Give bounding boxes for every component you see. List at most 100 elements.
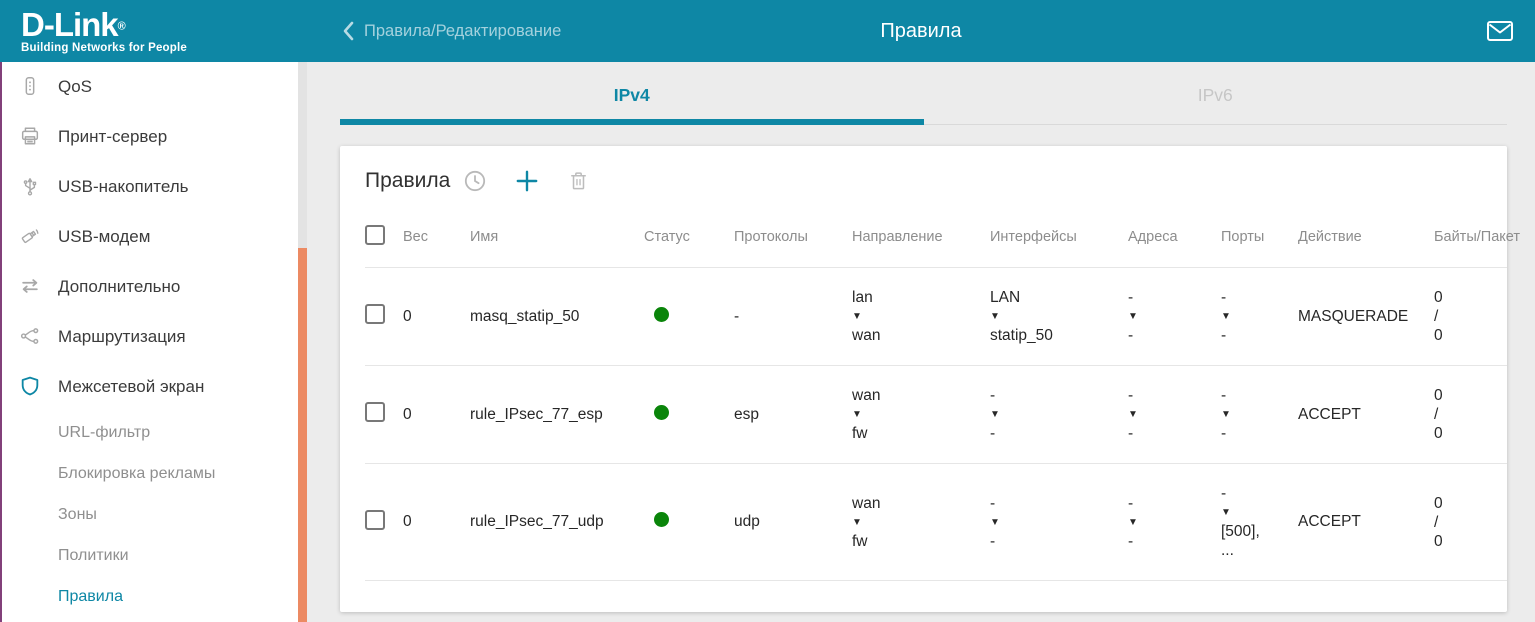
sidebar-item-advanced[interactable]: Дополнительно xyxy=(0,262,298,312)
arrow-down-glyph: ▼ xyxy=(852,311,862,322)
usb-icon xyxy=(19,175,43,199)
cell-interfaces: - ▼ - xyxy=(990,386,1128,443)
sidebar-item-qos[interactable]: QoS xyxy=(0,62,298,112)
rules-card: Правила Вес Имя Статус Протоколы Направление… xyxy=(340,146,1520,612)
stack-line: - xyxy=(1221,387,1227,404)
cell-direction: wan ▼ fw xyxy=(852,494,990,551)
window-edge-strip xyxy=(0,62,2,622)
column-header: Действие xyxy=(1298,229,1362,245)
stack-line: - xyxy=(1128,532,1134,550)
cell-weight: 0 xyxy=(403,405,412,423)
cell-addresses: - ▼ - xyxy=(1128,494,1221,551)
stack-line: 0 xyxy=(1434,425,1443,442)
arrow-down-glyph: ▼ xyxy=(1221,409,1231,420)
cell-ports: - ▼ [500],... xyxy=(1221,484,1298,560)
column-header: Интерфейсы xyxy=(990,229,1077,245)
arrow-down-glyph: ▼ xyxy=(990,311,1000,322)
table-header-row: Вес Имя Статус Протоколы Направление Интерфей… xyxy=(365,208,1520,268)
tab-ipv4[interactable]: IPv4 xyxy=(340,85,924,125)
mail-icon[interactable] xyxy=(1486,19,1514,43)
table-row: 0 rule_IPsec_77_esp esp wan ▼ fw - ▼ - - ▼ - - ▼ - ACCE… xyxy=(365,366,1507,464)
cell-direction: lan ▼ wan xyxy=(852,288,990,345)
row-checkbox[interactable] xyxy=(365,509,385,530)
cell-interfaces: - ▼ - xyxy=(990,494,1128,551)
cell-direction: wan ▼ fw xyxy=(852,386,990,443)
column-header: Направление xyxy=(852,229,943,245)
cell-interfaces: LAN ▼ statip_50 xyxy=(990,288,1128,345)
sidebar-item-routing[interactable]: Маршрутизация xyxy=(0,312,298,362)
sidebar: QoS Принт-сервер USB-накопитель USB-модем До… xyxy=(0,62,298,622)
select-all-checkbox[interactable] xyxy=(365,225,385,245)
cell-protocols: esp xyxy=(734,405,759,423)
sidebar-item-ad-block[interactable]: Блокировка рекламы xyxy=(0,453,298,494)
column-header: Имя xyxy=(470,229,499,245)
sidebar-item-rules[interactable]: Правила xyxy=(0,576,298,617)
sidebar-item-print-server[interactable]: Принт-сервер xyxy=(0,112,298,162)
sidebar-item-usb-modem[interactable]: USB-модем xyxy=(0,212,298,262)
row-checkbox[interactable] xyxy=(365,304,385,324)
cell-name: rule_IPsec_77_esp xyxy=(470,405,603,423)
stack-line: - xyxy=(1128,387,1134,404)
cell-name: masq_statip_50 xyxy=(470,307,580,325)
cell-addresses: - ▼ - xyxy=(1128,386,1221,443)
tab-label: IPv6 xyxy=(1197,85,1233,105)
transfer-arrows-icon xyxy=(19,275,43,299)
sidebar-item-url-filter[interactable]: URL-фильтр xyxy=(0,412,298,453)
tab-ipv6[interactable]: IPv6 xyxy=(923,85,1507,125)
stack-line: wan xyxy=(852,387,881,404)
breadcrumb: Правила/Редактирование xyxy=(364,21,562,40)
sidebar-item-firewall[interactable]: Межсетевой экран xyxy=(0,362,298,412)
status-indicator xyxy=(654,306,669,322)
arrow-down-glyph: ▼ xyxy=(1221,507,1231,518)
stack-line: - xyxy=(1221,289,1227,306)
stack-line: LAN xyxy=(990,289,1021,306)
add-rule-button[interactable] xyxy=(514,168,540,194)
sidebar-item-label: Принт-сервер xyxy=(58,127,168,146)
sidebar-item-label: USB-накопитель xyxy=(58,177,189,196)
stack-line: 0 xyxy=(1434,327,1443,344)
stack-line: 0 xyxy=(1434,532,1443,550)
column-header: Адреса xyxy=(1128,229,1178,245)
sidebar-item-label: URL-фильтр xyxy=(58,423,151,441)
stack-line: wan xyxy=(852,327,881,344)
page-title: Правила xyxy=(880,19,962,42)
sidebar-item-label: Межсетевой экран xyxy=(58,377,205,396)
arrow-down-glyph: ▼ xyxy=(990,409,1000,420)
column-header: Байты/Пакет xyxy=(1434,229,1520,245)
status-indicator xyxy=(654,512,669,527)
logo-text: D-Link xyxy=(21,5,119,43)
cell-name: rule_IPsec_77_udp xyxy=(470,513,604,530)
tab-bar: IPv4 IPv6 xyxy=(340,62,1507,125)
sidebar-item-policies[interactable]: Политики xyxy=(0,535,298,576)
stack-line: [500], xyxy=(1221,523,1260,540)
delete-rule-button[interactable] xyxy=(567,169,590,193)
arrow-down-glyph: ▼ xyxy=(852,516,862,528)
stack-line: lan xyxy=(852,289,873,306)
schedule-clock-icon[interactable] xyxy=(463,169,487,193)
sidebar-item-label: QoS xyxy=(58,77,93,96)
stack-line: - xyxy=(990,425,996,442)
arrow-down-glyph: ▼ xyxy=(1221,311,1231,322)
tab-underline xyxy=(923,124,1507,125)
sidebar-scrollbar-thumb[interactable] xyxy=(298,248,307,622)
stack-line: 0 xyxy=(1434,494,1443,512)
cell-protocols: - xyxy=(734,307,740,325)
stack-line: / xyxy=(1434,513,1439,531)
stack-line: 0 xyxy=(1434,289,1443,306)
stack-line: - xyxy=(990,532,996,550)
column-header: Вес xyxy=(403,229,428,245)
back-button[interactable]: Правила/Редактирование xyxy=(342,21,561,41)
sidebar-item-zones[interactable]: Зоны xyxy=(0,494,298,535)
sidebar-item-label: Правила xyxy=(58,587,123,605)
row-checkbox[interactable] xyxy=(365,402,385,422)
table-body: 0 masq_statip_50- lan ▼ wan LAN ▼ statip_50- ▼ - -… xyxy=(365,268,1507,581)
stack-line: ... xyxy=(1221,542,1234,559)
stack-line: statip_50 xyxy=(990,327,1053,344)
sidebar-item-usb-storage[interactable]: USB-накопитель xyxy=(0,162,298,212)
table-row: 0 rule_IPsec_77_udp udp wan ▼ fw - ▼ - - ▼ - - ▼ [500]… xyxy=(365,464,1507,581)
arrow-down-glyph: ▼ xyxy=(852,409,862,420)
app-header: D-Link® Building Networks for People Пра… xyxy=(0,0,1535,62)
usb-modem-icon xyxy=(19,225,43,249)
cell-addresses: - ▼ - xyxy=(1128,288,1221,345)
sidebar-item-label: Политики xyxy=(58,546,129,564)
